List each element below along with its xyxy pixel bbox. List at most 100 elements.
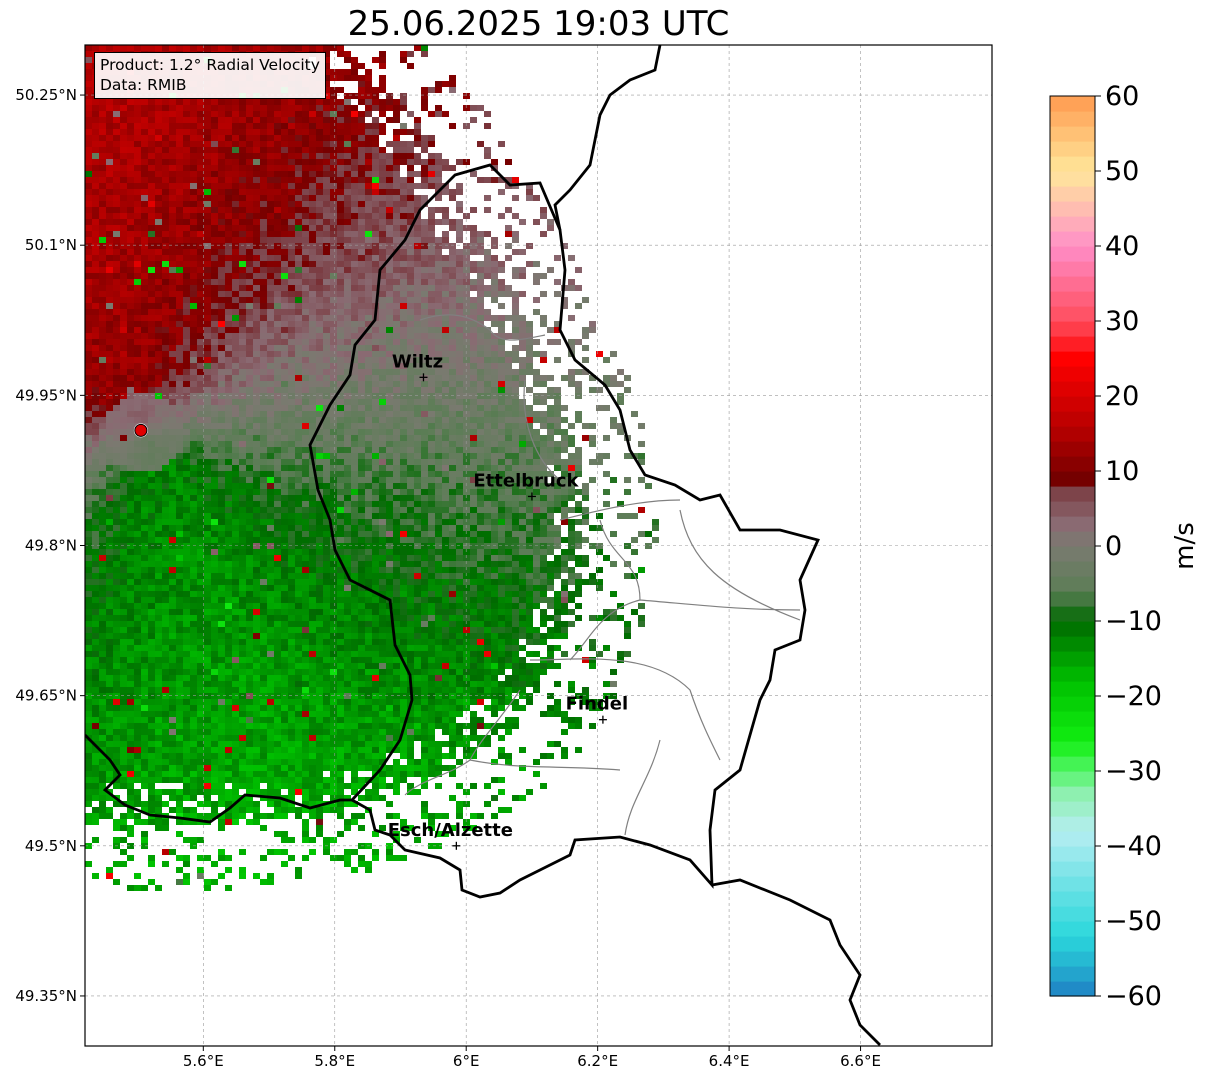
colorbar-band: [1050, 246, 1095, 262]
colorbar-band: [1050, 906, 1095, 922]
data-source-text: Data: RMIB: [100, 76, 187, 94]
colorbar-band: [1050, 171, 1095, 187]
colorbar-band: [1050, 456, 1095, 472]
colorbar-band: [1050, 951, 1095, 967]
colorbar-band: [1050, 966, 1095, 982]
colorbar-band: [1050, 111, 1095, 127]
colorbar-band: [1050, 486, 1095, 502]
city-marker: Wiltz: [392, 351, 443, 382]
colorbar-band: [1050, 336, 1095, 352]
colorbar-band: [1050, 291, 1095, 307]
lon-tick-label: 6.2°E: [577, 1052, 618, 1070]
city-label: Ettelbruck: [473, 470, 579, 491]
colorbar-band: [1050, 786, 1095, 802]
colorbar-band: [1050, 216, 1095, 232]
lat-tick-label: 50.1°N: [25, 236, 77, 254]
colorbar-band: [1050, 651, 1095, 667]
colorbar-band: [1050, 186, 1095, 202]
colorbar-band: [1050, 756, 1095, 772]
lat-tick-label: 49.65°N: [15, 687, 77, 705]
lon-tick-label: 5.6°E: [183, 1052, 224, 1070]
colorbar-band: [1050, 366, 1095, 382]
colorbar-band: [1050, 156, 1095, 172]
info-box: Product: 1.2° Radial Velocity Data: RMIB: [94, 52, 326, 99]
colorbar-band: [1050, 306, 1095, 322]
colorbar-band: [1050, 471, 1095, 487]
colorbar-band: [1050, 201, 1095, 217]
lon-tick-label: 6°E: [453, 1052, 480, 1070]
colorbar-tick-label: 30: [1105, 306, 1139, 337]
city-label: Esch/Alzette: [388, 820, 513, 841]
colorbar-band: [1050, 621, 1095, 637]
lon-tick-label: 6.4°E: [709, 1052, 750, 1070]
colorbar-band: [1050, 771, 1095, 787]
colorbar-ticks: 60 50 40 30 20 10 0 −10 −20 −30 −40 −50 −60: [1095, 81, 1162, 1012]
velocity-echoes: [85, 45, 659, 891]
colorbar-band: [1050, 276, 1095, 292]
city-label: Wiltz: [392, 351, 443, 372]
colorbar-band: [1050, 891, 1095, 907]
city-marker: Esch/Alzette: [388, 820, 513, 850]
colorbar-band: [1050, 666, 1095, 682]
german-border: [553, 45, 662, 231]
colorbar-tick-label: 20: [1105, 381, 1139, 412]
colorbar-band: [1050, 801, 1095, 817]
colorbar-band: [1050, 861, 1095, 877]
map-title: 25.06.2025 19:03 UTC: [347, 4, 730, 44]
product-text: Product: 1.2° Radial Velocity: [100, 56, 320, 74]
colorbar-tick-label: 50: [1105, 156, 1139, 187]
luxembourg-border: [308, 163, 820, 899]
colorbar-band: [1050, 576, 1095, 592]
colorbar-tick-label: −60: [1105, 981, 1162, 1012]
colorbar-band: [1050, 426, 1095, 442]
colorbar-band: [1050, 981, 1095, 997]
colorbar-tick-label: 60: [1105, 81, 1139, 112]
country-borders: [85, 45, 881, 1046]
colorbar-bands: [1050, 96, 1095, 997]
colorbar-band: [1050, 876, 1095, 892]
colorbar-band: [1050, 831, 1095, 847]
city-marker: Findel: [566, 694, 629, 724]
colorbar-tick-label: −50: [1105, 906, 1162, 937]
colorbar-tick-label: −30: [1105, 756, 1162, 787]
city-label: Findel: [566, 694, 629, 715]
colorbar-band: [1050, 321, 1095, 337]
colorbar-band: [1050, 381, 1095, 397]
city-marker: Ettelbruck: [473, 470, 580, 501]
colorbar-band: [1050, 396, 1095, 412]
colorbar-band: [1050, 816, 1095, 832]
colorbar-band: [1050, 516, 1095, 532]
colorbar-band: [1050, 741, 1095, 757]
colorbar-band: [1050, 711, 1095, 727]
axis-ticks: 5.6°E 5.8°E 6°E 6.2°E 6.4°E 6.6°E 49.35°N 49.5°…: [15, 86, 881, 1070]
colorbar-tick-label: −40: [1105, 831, 1162, 862]
colorbar-band: [1050, 231, 1095, 247]
colorbar-band: [1050, 141, 1095, 157]
colorbar-band: [1050, 96, 1095, 112]
colorbar-band: [1050, 606, 1095, 622]
colorbar-band: [1050, 696, 1095, 712]
colorbar-tick-label: 10: [1105, 456, 1139, 487]
lat-tick-label: 49.35°N: [15, 987, 77, 1005]
colorbar-band: [1050, 441, 1095, 457]
colorbar-band: [1050, 531, 1095, 547]
colorbar-band: [1050, 591, 1095, 607]
lat-tick-label: 49.8°N: [25, 537, 77, 555]
lat-tick-label: 50.25°N: [15, 86, 77, 104]
colorbar-band: [1050, 261, 1095, 277]
radar-site-marker: [134, 423, 148, 437]
colorbar-tick-label: 0: [1105, 531, 1122, 562]
colorbar-band: [1050, 501, 1095, 517]
lat-tick-label: 49.95°N: [15, 386, 77, 404]
colorbar-band: [1050, 561, 1095, 577]
city-labels: Wiltz Ettelbruck Findel Esch/Alzette: [388, 351, 629, 850]
colorbar-band: [1050, 126, 1095, 142]
colorbar-band: [1050, 681, 1095, 697]
colorbar-band: [1050, 351, 1095, 367]
lon-tick-label: 6.6°E: [840, 1052, 881, 1070]
colorbar-band: [1050, 636, 1095, 652]
french-border: [711, 878, 881, 1046]
colorbar-band: [1050, 726, 1095, 742]
